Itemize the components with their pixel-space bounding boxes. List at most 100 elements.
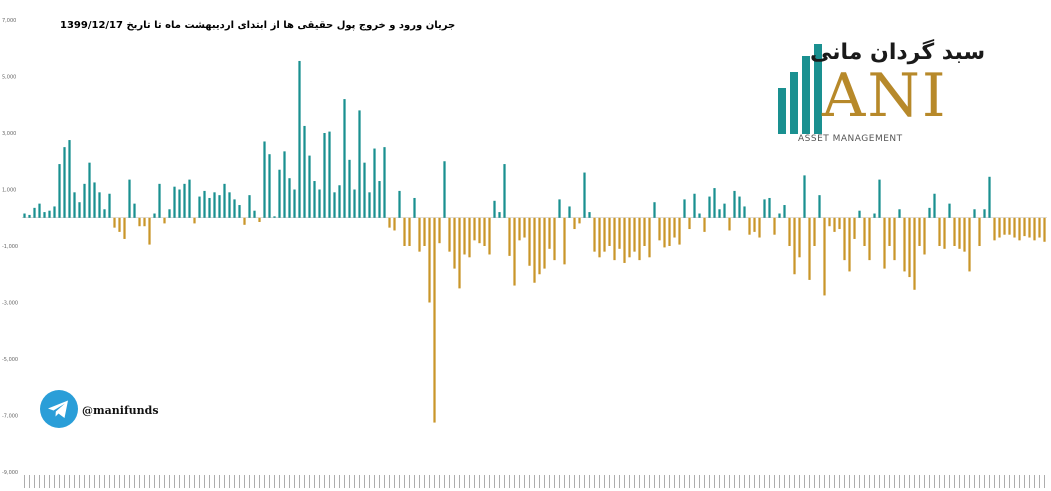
bar xyxy=(93,182,96,218)
bar xyxy=(148,217,151,245)
bar xyxy=(53,206,56,218)
x-tick-mark xyxy=(629,475,630,488)
x-tick-mark xyxy=(44,475,45,488)
bar xyxy=(523,217,526,238)
bar xyxy=(948,203,951,218)
bar xyxy=(1043,217,1046,242)
bar xyxy=(498,212,501,218)
x-tick-mark xyxy=(369,475,370,488)
bar xyxy=(143,217,146,227)
x-tick-mark xyxy=(1009,475,1010,488)
x-tick-mark xyxy=(1024,475,1025,488)
bar xyxy=(448,217,451,252)
bar xyxy=(118,217,121,232)
x-tick-mark xyxy=(134,475,135,488)
x-tick-mark xyxy=(779,475,780,488)
bar xyxy=(243,217,246,225)
x-tick-mark xyxy=(589,475,590,488)
bar xyxy=(178,189,181,218)
bar xyxy=(778,213,781,218)
x-tick-mark xyxy=(504,475,505,488)
bar xyxy=(128,179,131,218)
x-tick-mark xyxy=(124,475,125,488)
x-tick-mark xyxy=(989,475,990,488)
x-tick-mark xyxy=(819,475,820,488)
x-tick-mark xyxy=(704,475,705,488)
x-tick-mark xyxy=(554,475,555,488)
bar xyxy=(1023,217,1026,237)
bar xyxy=(133,203,136,218)
bar xyxy=(303,125,306,218)
bar xyxy=(618,217,621,249)
logo-farsi-text: سبد گردان مانی xyxy=(810,40,986,65)
x-tick-mark xyxy=(379,475,380,488)
bar xyxy=(313,181,316,218)
bar xyxy=(103,209,106,218)
bar xyxy=(668,217,671,246)
bar xyxy=(423,217,426,246)
bar xyxy=(798,217,801,258)
x-tick-mark xyxy=(464,475,465,488)
x-tick-mark xyxy=(909,475,910,488)
bar xyxy=(998,217,1001,238)
x-tick-mark xyxy=(109,475,110,488)
bar xyxy=(983,209,986,218)
bar xyxy=(703,217,706,232)
x-tick-mark xyxy=(654,475,655,488)
bar xyxy=(738,196,741,218)
x-tick-mark xyxy=(619,475,620,488)
mani-logo: سبد گردان مانی ANI ASSET MANAGEMENT xyxy=(770,40,985,150)
x-tick-mark xyxy=(744,475,745,488)
x-tick-mark xyxy=(564,475,565,488)
bar xyxy=(213,192,216,218)
bar xyxy=(223,183,226,218)
bar xyxy=(263,141,266,218)
bar xyxy=(383,147,386,218)
x-tick-mark xyxy=(164,475,165,488)
x-tick-mark xyxy=(284,475,285,488)
bar xyxy=(833,217,836,232)
x-tick-mark xyxy=(474,475,475,488)
bar-series xyxy=(23,60,1046,423)
x-tick-mark xyxy=(314,475,315,488)
x-tick-mark xyxy=(309,475,310,488)
bar xyxy=(388,217,391,228)
bar xyxy=(923,217,926,255)
x-tick-mark xyxy=(114,475,115,488)
bar xyxy=(843,217,846,261)
bar xyxy=(938,217,941,246)
bar xyxy=(898,209,901,218)
bar xyxy=(633,217,636,252)
bar xyxy=(493,200,496,218)
x-tick-mark xyxy=(389,475,390,488)
x-tick-mark xyxy=(444,475,445,488)
x-tick-mark xyxy=(29,475,30,488)
x-tick-mark xyxy=(959,475,960,488)
x-tick-mark xyxy=(599,475,600,488)
bar xyxy=(403,217,406,246)
bar xyxy=(23,213,26,218)
bar xyxy=(108,193,111,218)
bar xyxy=(63,147,66,218)
bar xyxy=(443,161,446,218)
x-tick-mark xyxy=(879,475,880,488)
x-tick-mark xyxy=(479,475,480,488)
bar xyxy=(678,217,681,245)
x-tick-mark xyxy=(224,475,225,488)
x-tick-mark xyxy=(299,475,300,488)
bar xyxy=(283,151,286,218)
bar xyxy=(43,212,46,218)
x-tick-mark xyxy=(189,475,190,488)
x-tick-mark xyxy=(469,475,470,488)
x-tick-mark xyxy=(409,475,410,488)
x-tick-mark xyxy=(494,475,495,488)
bar xyxy=(693,193,696,218)
bar xyxy=(628,217,631,258)
bar xyxy=(883,217,886,269)
x-tick-mark xyxy=(384,475,385,488)
bar xyxy=(418,217,421,252)
bar xyxy=(608,217,611,246)
bar xyxy=(713,188,716,218)
bar xyxy=(723,203,726,218)
